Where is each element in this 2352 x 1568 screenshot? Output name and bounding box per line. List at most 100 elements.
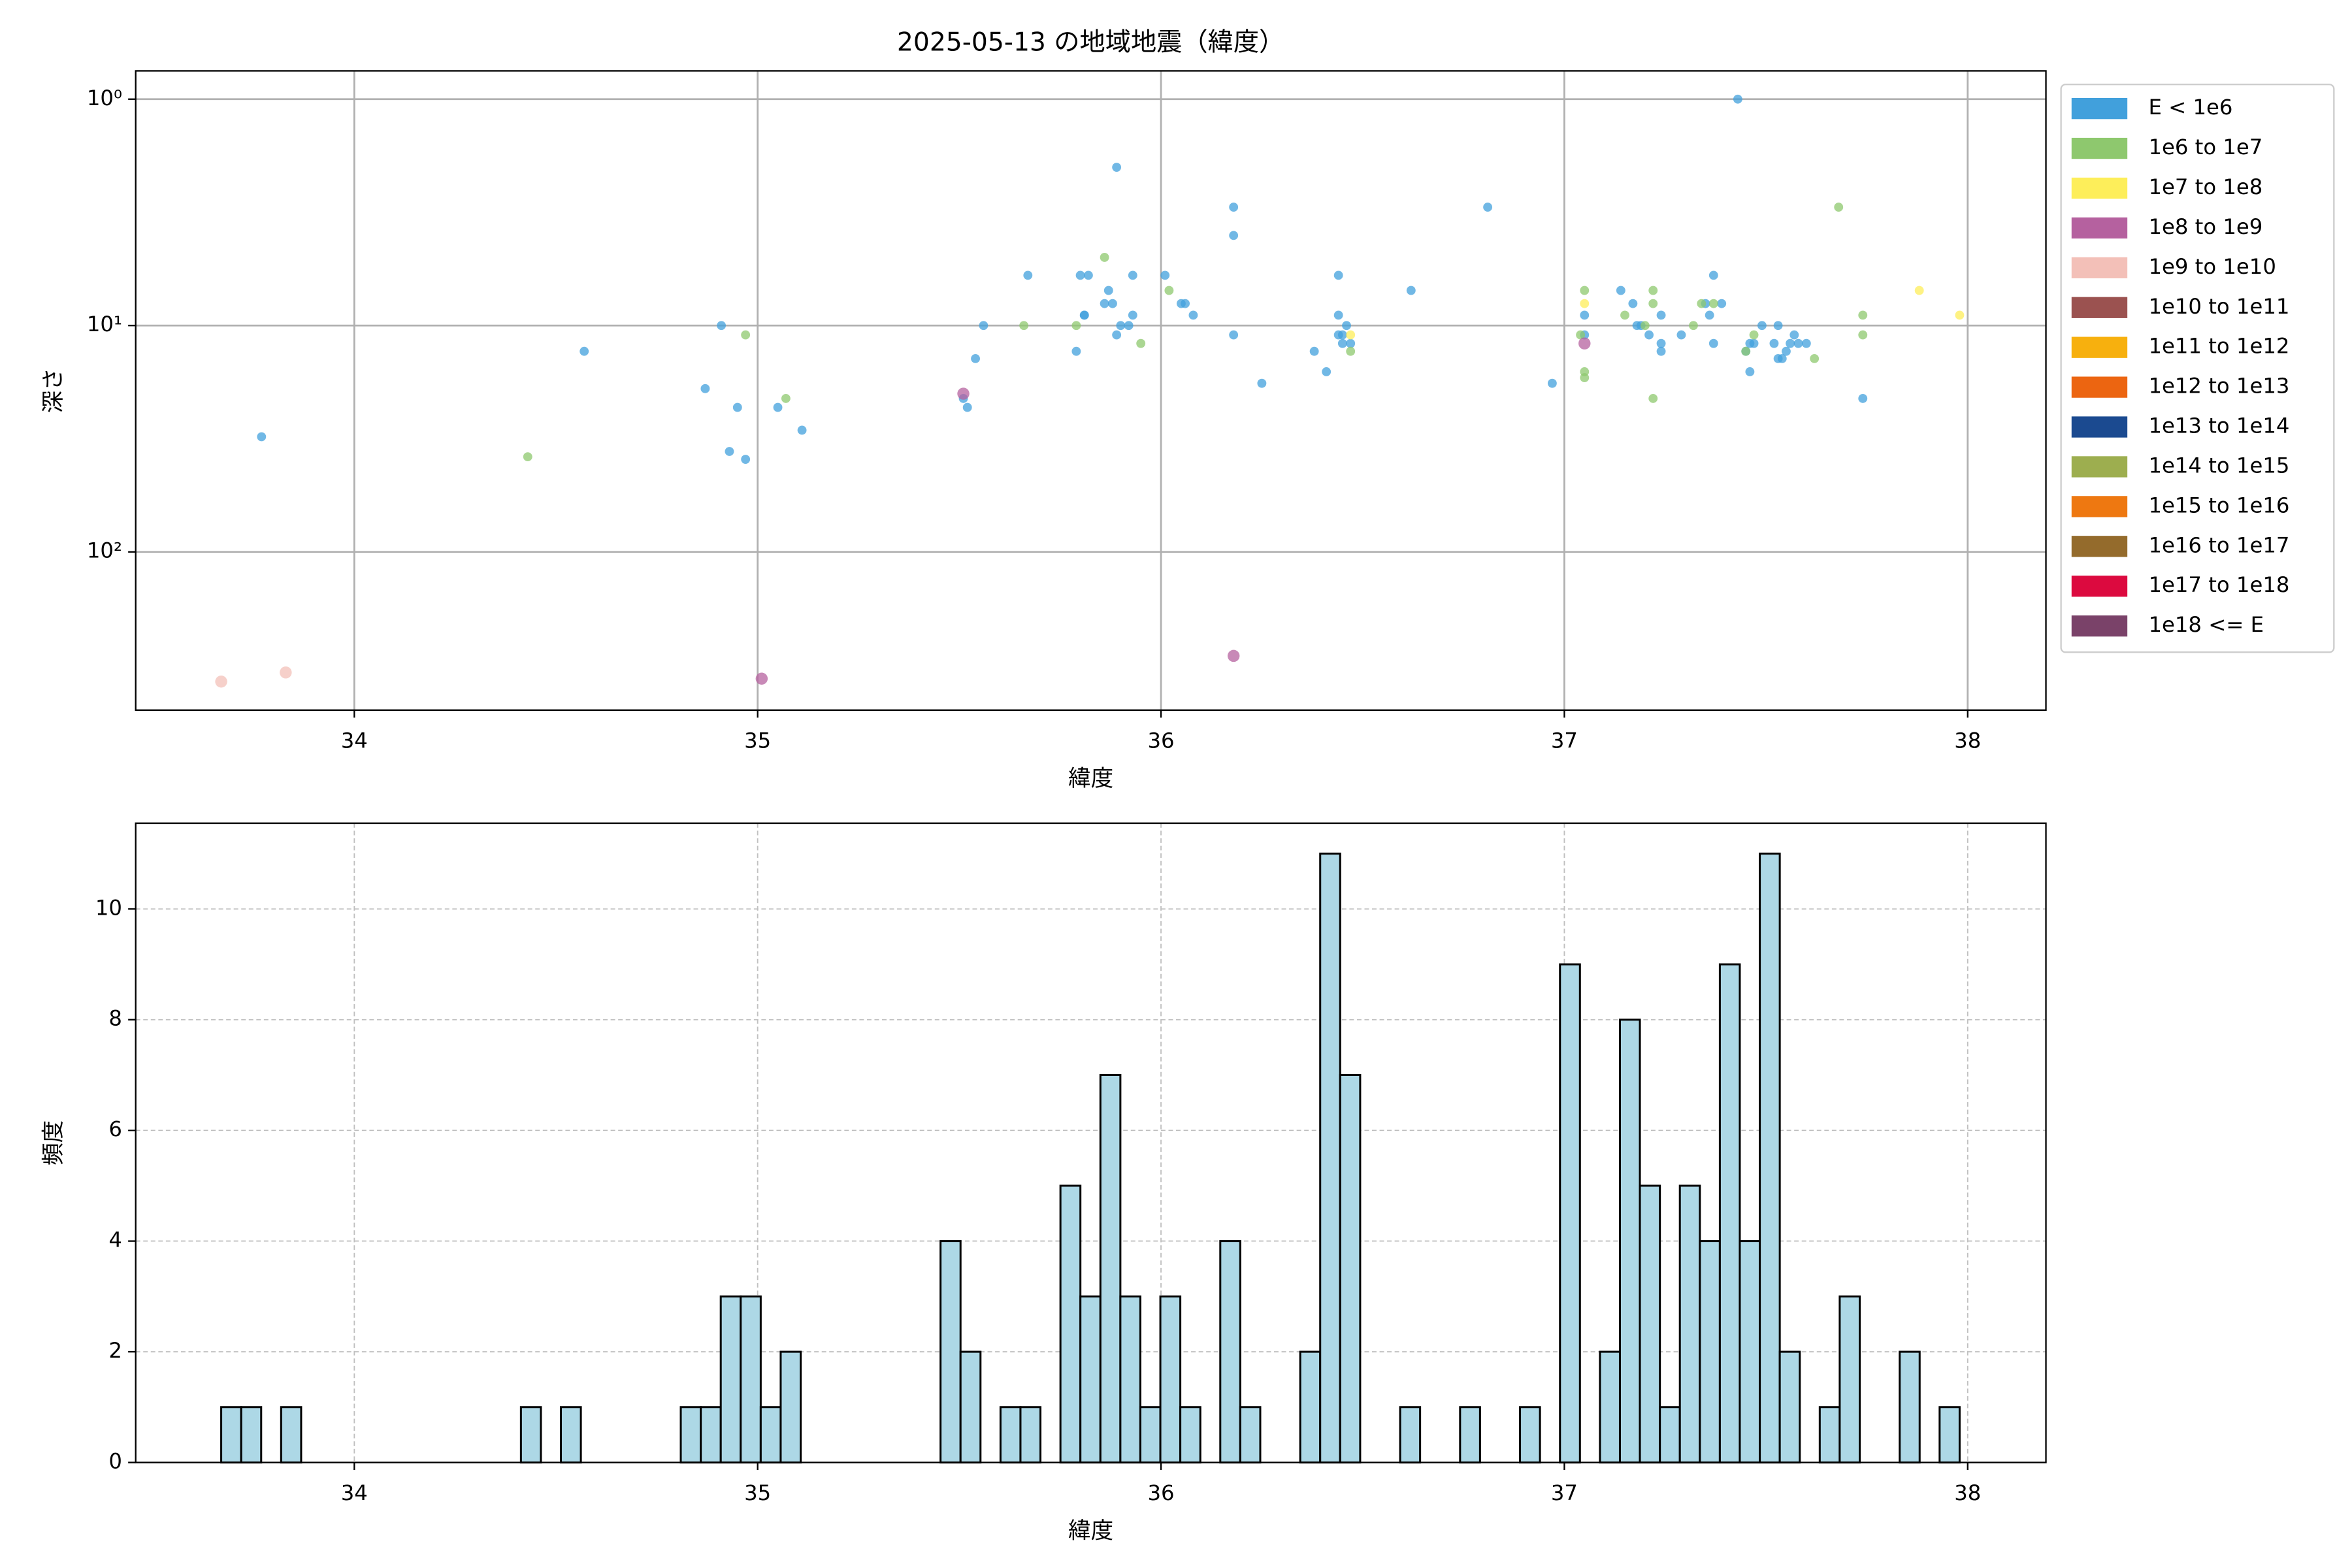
data-point [1708,338,1718,348]
y-tick-label: 10⁰ [87,86,122,110]
data-point [1741,346,1751,356]
data-point [1229,330,1239,340]
data-point [523,452,532,462]
histogram-bar [1339,1073,1362,1463]
data-point [1648,286,1658,295]
data-point [1346,330,1356,340]
legend: E < 1e6 1e6 to 1e7 1e7 to 1e8 1e8 to 1e9 1e9… [2060,84,2335,653]
data-point [1801,338,1811,348]
plot-frame [135,822,2047,1463]
legend-label: 1e12 to 1e13 [2148,374,2289,399]
data-point [1337,330,1347,340]
data-point [1100,253,1109,262]
data-point [1079,310,1089,320]
data-point [1789,330,1799,340]
data-point [1628,299,1638,308]
data-point [1793,338,1803,348]
data-point [1116,321,1126,331]
histogram-bar [740,1295,762,1463]
x-tick-label: 34 [341,1480,368,1505]
data-point [1769,338,1779,348]
data-point [1346,338,1356,348]
x-axis-label: 緯度 [1068,1518,1113,1544]
x-tick-label: 38 [1954,1480,1981,1505]
y-tick-label: 10² [87,538,122,563]
histogram-bar [1119,1295,1141,1463]
data-point [1483,203,1493,212]
data-point [1580,310,1590,320]
legend-swatch [2071,177,2128,199]
data-point [1749,330,1759,340]
data-point [1112,163,1122,172]
x-tick-label: 35 [744,728,771,753]
histogram-bar [1099,1073,1122,1463]
histogram-bar [519,1406,542,1463]
histogram-bar [1019,1406,1042,1463]
histogram-bar [240,1406,263,1463]
legend-swatch [2071,98,2128,120]
histogram-bar [1618,1019,1641,1463]
data-point [1810,353,1820,363]
legend-label: 1e11 to 1e12 [2148,334,2289,359]
data-point [1164,286,1174,295]
data-point [1160,270,1170,280]
data-point [1227,649,1240,662]
data-point [1656,310,1666,320]
histogram-bar [1739,1240,1761,1463]
data-point [580,346,589,356]
legend-swatch [2071,416,2128,438]
data-point [1777,353,1787,363]
legend-swatch [2071,217,2128,239]
data-point [1128,270,1137,280]
histogram-bar [1319,853,1341,1463]
data-point [1656,338,1666,348]
data-point [1181,299,1190,308]
y-tick-label: 6 [108,1117,122,1141]
data-point [741,455,751,464]
histogram-bar [679,1406,702,1463]
histogram-bar [1059,1184,1082,1463]
data-point [1914,286,1924,295]
histogram-bar [1759,853,1781,1463]
data-point [962,402,972,412]
legend-label: 1e6 to 1e7 [2148,135,2262,159]
data-point [1322,367,1331,376]
data-point [1124,321,1134,331]
data-point [1112,330,1122,340]
data-point [1083,270,1093,280]
y-tick-label: 4 [108,1228,122,1252]
legend-swatch [2071,257,2128,278]
histogram-bar [1299,1350,1322,1463]
histogram-bar [700,1406,722,1463]
x-tick-label: 36 [1147,1480,1174,1505]
data-point [1782,346,1791,356]
data-point [1717,299,1727,308]
data-point [1656,346,1666,356]
histogram-bar [1139,1406,1162,1463]
data-point [257,432,267,442]
histogram-bar [1179,1406,1201,1463]
data-point [971,353,980,363]
histogram-bar [999,1406,1022,1463]
histogram-bar [1678,1184,1701,1463]
data-point [1749,338,1759,348]
data-point [1745,367,1755,376]
data-point [1644,330,1654,340]
histogram-bar [1659,1406,1681,1463]
data-point [1786,338,1795,348]
legend-swatch [2071,456,2128,478]
legend-label: E < 1e6 [2148,95,2232,120]
data-point [1100,299,1109,308]
legend-swatch [2071,376,2128,398]
legend-swatch [2071,137,2128,159]
data-point [1333,310,1343,320]
histogram-bar [939,1240,962,1463]
data-point [215,676,227,688]
data-point [1580,286,1590,295]
histogram-bar [280,1406,302,1463]
data-point [1103,286,1113,295]
legend-swatch [2071,615,2128,637]
legend-label: 1e15 to 1e16 [2148,493,2289,517]
data-point [1733,94,1742,104]
